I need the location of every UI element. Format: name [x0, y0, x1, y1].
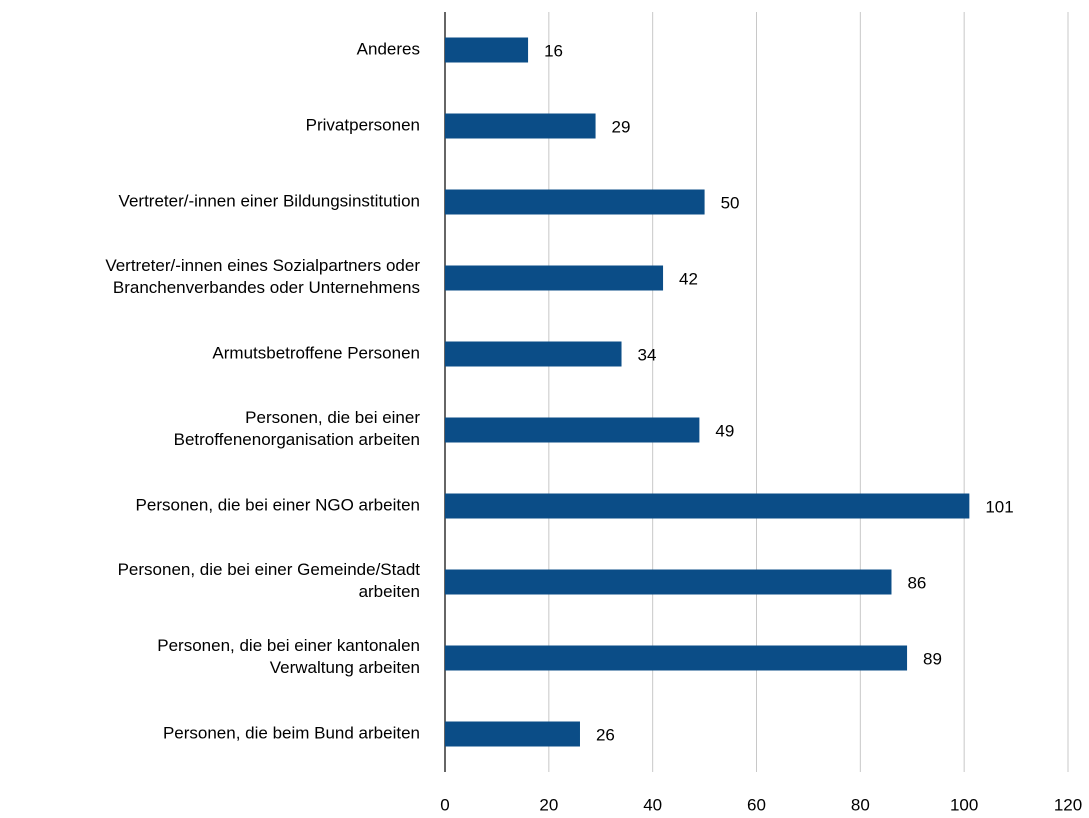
- y-tick-label: Vertreter/-innen eines Sozialpartners od…: [105, 256, 420, 297]
- data-label: 89: [923, 649, 942, 668]
- y-tick-label: Vertreter/-innen einer Bildungsinstituti…: [119, 191, 420, 210]
- data-label: 101: [985, 497, 1013, 516]
- bar: [445, 37, 529, 63]
- y-tick-label: Personen, die beim Bund arbeiten: [163, 723, 420, 742]
- bar: [445, 341, 622, 367]
- data-label: 26: [596, 725, 615, 744]
- data-label: 34: [638, 345, 657, 364]
- x-tick-label: 120: [1054, 795, 1082, 814]
- y-tick-label: Personen, die bei einer kantonalen Verwal…: [157, 636, 420, 677]
- bar: [445, 113, 596, 139]
- data-label: 16: [544, 41, 563, 60]
- x-tick-label: 0: [440, 795, 449, 814]
- x-tick-label: 40: [643, 795, 662, 814]
- bar: [445, 265, 664, 291]
- bar: [445, 417, 700, 443]
- x-tick-label: 100: [950, 795, 978, 814]
- x-tick-label: 60: [747, 795, 766, 814]
- bar: [445, 569, 892, 595]
- bar: [445, 493, 970, 519]
- y-tick-label: Personen, die bei einer Betroffenenorgani…: [174, 408, 421, 449]
- bar: [445, 189, 705, 215]
- y-tick-label: Anderes: [357, 39, 420, 58]
- y-tick-label: Personen, die bei einer NGO arbeiten: [136, 495, 420, 514]
- data-label: 86: [907, 573, 926, 592]
- y-tick-label: Armutsbetroffene Personen: [212, 343, 420, 362]
- data-label: 42: [679, 269, 698, 288]
- data-label: 29: [612, 117, 631, 136]
- x-tick-label: 20: [539, 795, 558, 814]
- bar: [445, 721, 580, 747]
- bar: [445, 645, 908, 671]
- y-tick-label: Personen, die bei einer Gemeinde/Stadt ar…: [118, 560, 421, 601]
- data-label: 50: [721, 193, 740, 212]
- x-tick-label: 80: [851, 795, 870, 814]
- y-tick-label: Privatpersonen: [306, 115, 420, 134]
- data-label: 49: [715, 421, 734, 440]
